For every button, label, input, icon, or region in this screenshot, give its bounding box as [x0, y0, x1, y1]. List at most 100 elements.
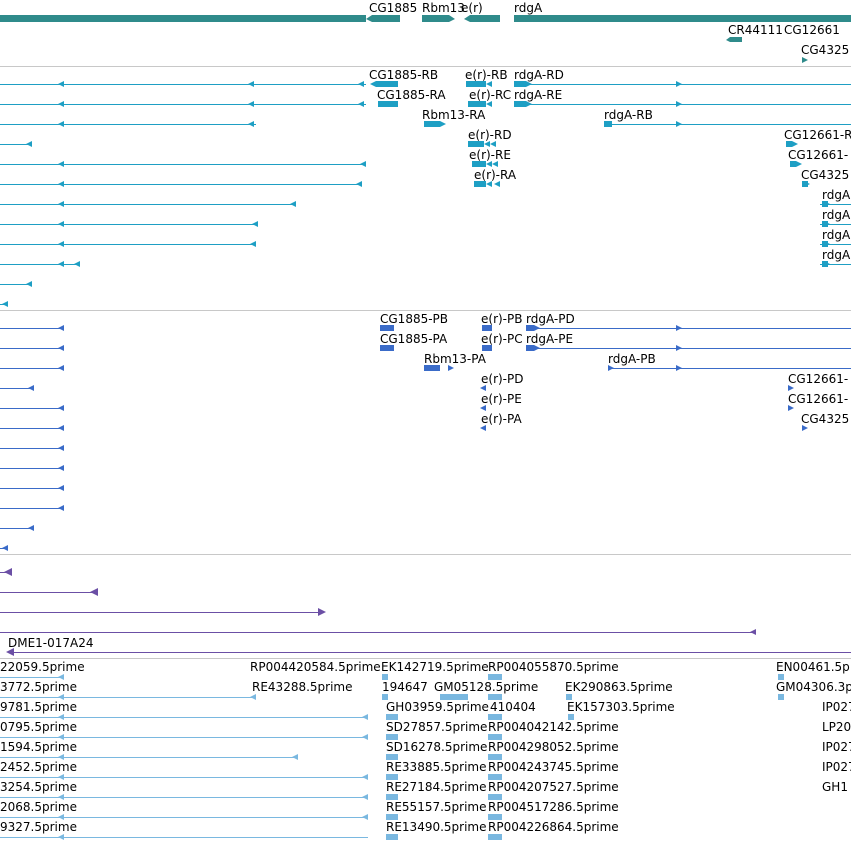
est-label[interactable]: RP004207527.5prime — [488, 780, 619, 794]
clone-line[interactable] — [0, 612, 322, 613]
cds-exon[interactable] — [526, 345, 534, 351]
transcript-label[interactable]: Rbm13-RA — [422, 108, 486, 122]
est-label[interactable]: IP027 — [822, 700, 851, 714]
cds-line[interactable] — [0, 488, 64, 489]
transcript-line[interactable] — [0, 244, 256, 245]
est-label[interactable]: GH03959.5prime — [386, 700, 489, 714]
gene-label[interactable]: CR44111 — [728, 23, 783, 37]
transcript-label[interactable]: rdgA-RD — [514, 68, 564, 82]
transcript-exon[interactable] — [424, 121, 440, 127]
est-label[interactable]: GH1 — [822, 780, 848, 794]
transcript-line[interactable] — [0, 264, 80, 265]
cds-line[interactable] — [526, 328, 851, 329]
transcript-line[interactable] — [820, 244, 851, 245]
gene-bar[interactable] — [514, 15, 851, 22]
est-label[interactable]: RP004042142.5prime — [488, 720, 619, 734]
transcript-line[interactable] — [604, 124, 851, 125]
transcript-label[interactable]: rdgA — [822, 208, 851, 222]
est-label[interactable]: RE33885.5prime — [386, 760, 487, 774]
est-label[interactable]: RP004226864.5prime — [488, 820, 619, 834]
cds-line[interactable] — [0, 508, 64, 509]
transcript-line[interactable] — [0, 164, 366, 165]
cds-label[interactable]: CG12661- — [788, 392, 849, 406]
est-line[interactable] — [0, 797, 368, 798]
est-line[interactable] — [0, 737, 368, 738]
est-block[interactable] — [488, 714, 502, 720]
cds-exon[interactable] — [482, 325, 492, 331]
gene-bar[interactable] — [730, 37, 742, 42]
est-label[interactable]: 2452.5prime — [0, 760, 77, 774]
clone-line[interactable] — [0, 632, 754, 633]
est-label[interactable]: GM04306.3p — [776, 680, 851, 694]
est-label[interactable]: 3254.5prime — [0, 780, 77, 794]
est-label[interactable]: EK142719.5prime — [381, 660, 489, 674]
gene-label[interactable]: rdgA — [514, 1, 543, 15]
gene-bar[interactable] — [372, 15, 400, 22]
transcript-line[interactable] — [0, 84, 366, 85]
transcript-exon[interactable] — [468, 141, 484, 147]
cds-line[interactable] — [0, 388, 34, 389]
est-label[interactable]: RE27184.5prime — [386, 780, 487, 794]
transcript-label[interactable]: e(r)-RE — [469, 148, 511, 162]
transcript-label[interactable]: CG1885-RB — [369, 68, 439, 82]
transcript-label[interactable]: rdgA-RB — [604, 108, 653, 122]
transcript-label[interactable]: rdgA — [822, 248, 851, 262]
transcript-exon[interactable] — [468, 101, 486, 107]
est-label[interactable]: EK157303.5prime — [567, 700, 675, 714]
cds-label[interactable]: CG12661- — [788, 372, 849, 386]
cds-line[interactable] — [610, 368, 851, 369]
transcript-line[interactable] — [0, 224, 258, 225]
est-block[interactable] — [386, 714, 398, 720]
transcript-label[interactable]: CG12661- — [788, 148, 849, 162]
transcript-label[interactable]: CG12661-R — [784, 128, 851, 142]
est-label[interactable]: 1594.5prime — [0, 740, 77, 754]
est-label[interactable]: IP027 — [822, 740, 851, 754]
est-label[interactable]: RE55157.5prime — [386, 800, 487, 814]
est-label[interactable]: RP004517286.5prime — [488, 800, 619, 814]
clone-line[interactable] — [0, 572, 8, 573]
transcript-line[interactable] — [0, 124, 256, 125]
est-block[interactable] — [488, 754, 502, 760]
cds-exon[interactable] — [526, 325, 534, 331]
transcript-label[interactable]: CG4325 — [801, 168, 850, 182]
transcript-label[interactable]: rdgA — [822, 188, 851, 202]
est-label[interactable]: 194647 — [382, 680, 428, 694]
cds-exon[interactable] — [380, 345, 394, 351]
est-block[interactable] — [488, 694, 502, 700]
transcript-exon[interactable] — [474, 181, 486, 187]
cds-label[interactable]: CG1885-PB — [380, 312, 449, 326]
cds-line[interactable] — [0, 328, 64, 329]
transcript-exon[interactable] — [376, 81, 398, 87]
cds-label[interactable]: CG1885-PA — [380, 332, 448, 346]
est-block[interactable] — [386, 734, 398, 740]
transcript-label[interactable]: e(r)-RB — [465, 68, 508, 82]
est-block[interactable] — [566, 694, 572, 700]
est-block[interactable] — [440, 694, 468, 700]
gene-label[interactable]: CG1885 — [369, 1, 418, 15]
est-label[interactable]: GM05128.5prime — [434, 680, 539, 694]
cds-line[interactable] — [0, 368, 64, 369]
est-label[interactable]: IP027 — [822, 760, 851, 774]
transcript-line[interactable] — [0, 184, 362, 185]
cds-label[interactable]: Rbm13-PA — [424, 352, 486, 366]
gene-bar[interactable] — [422, 15, 449, 22]
transcript-line[interactable] — [820, 264, 851, 265]
est-line[interactable] — [0, 817, 368, 818]
transcript-line[interactable] — [820, 224, 851, 225]
est-label[interactable]: 9781.5prime — [0, 700, 77, 714]
est-block[interactable] — [778, 694, 784, 700]
transcript-exon[interactable] — [378, 101, 398, 107]
cds-label[interactable]: CG4325 — [801, 412, 850, 426]
est-label[interactable]: RP004298052.5prime — [488, 740, 619, 754]
clone-line[interactable] — [8, 652, 851, 653]
cds-line[interactable] — [526, 348, 851, 349]
transcript-exon[interactable] — [466, 81, 486, 87]
est-line[interactable] — [0, 697, 256, 698]
est-block[interactable] — [386, 754, 398, 760]
transcript-label[interactable]: e(r)-RD — [468, 128, 512, 142]
gene-label[interactable]: Rbm13 — [422, 1, 465, 15]
est-label[interactable]: LP20 — [822, 720, 851, 734]
transcript-line[interactable] — [514, 104, 851, 105]
est-label[interactable]: RP004055870.5prime — [488, 660, 619, 674]
est-label[interactable]: 0795.5prime — [0, 720, 77, 734]
